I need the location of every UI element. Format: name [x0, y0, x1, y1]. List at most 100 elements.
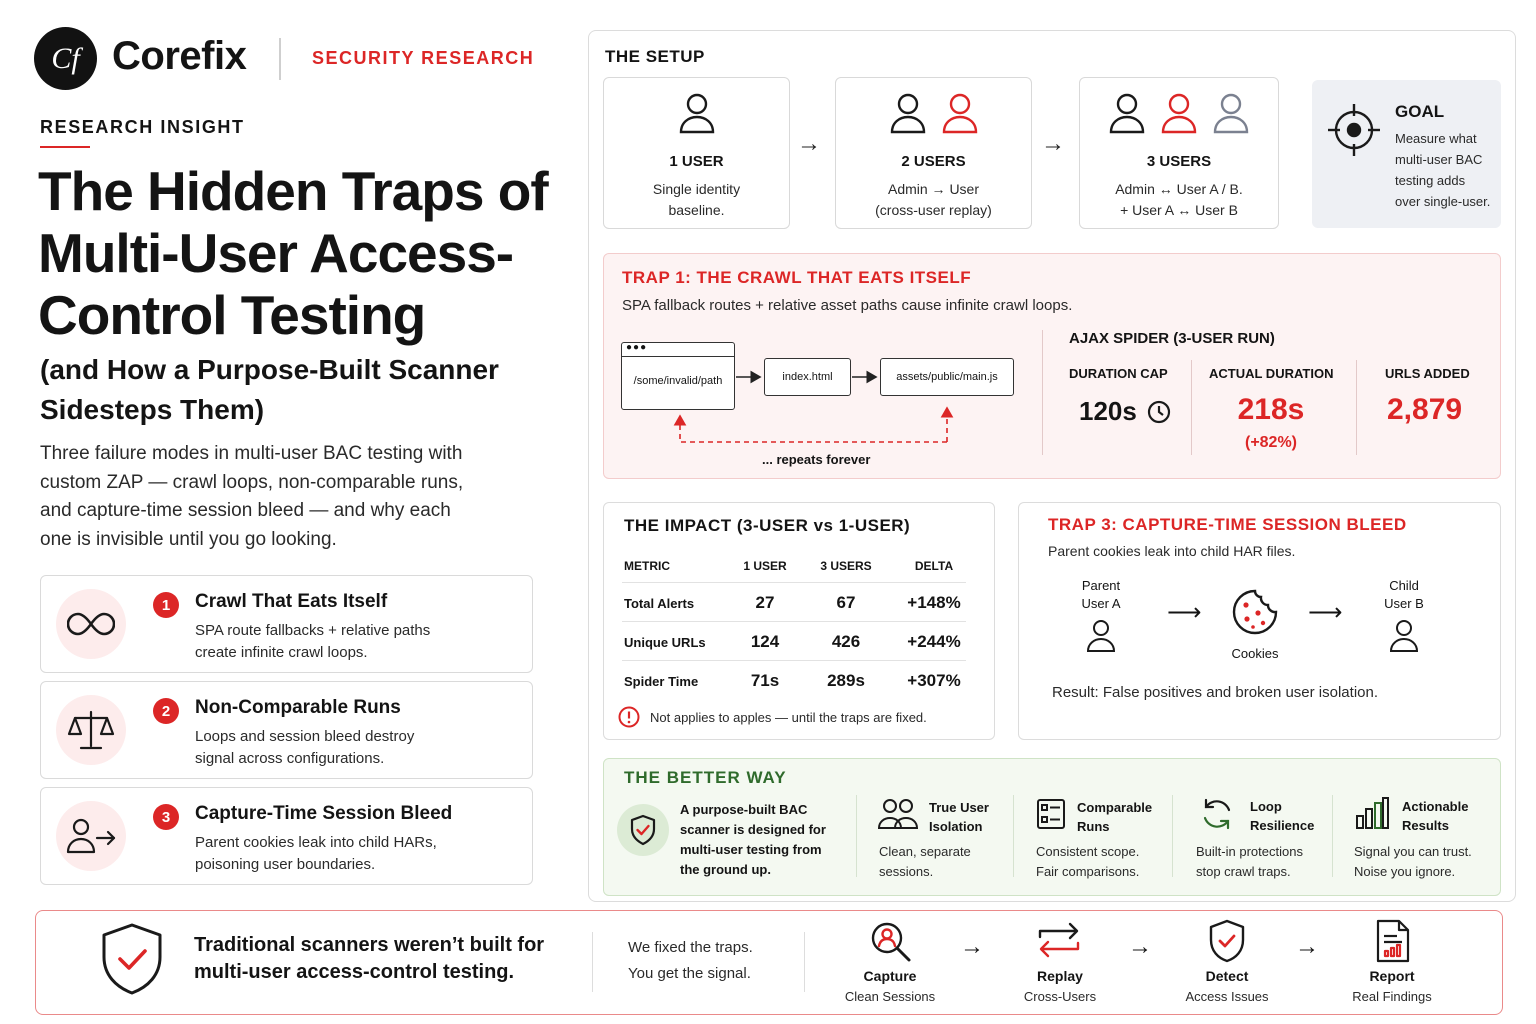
impact-note: Not applies to apples — until the traps … — [650, 710, 927, 725]
better-way-title: THE BETTER WAY — [624, 768, 787, 787]
desc-line: Signal you can trust. — [1354, 844, 1472, 859]
trap3-subtitle: Parent cookies leak into child HAR files… — [1048, 543, 1296, 559]
cookies-label: Cookies — [1231, 646, 1279, 661]
arrow-right-icon: → — [960, 933, 984, 960]
table-cell: 289s — [827, 671, 865, 690]
lead-line: scanner is designed for — [680, 822, 826, 837]
trap-card-2[interactable]: 2 Non-Comparable Runs Loops and session … — [40, 681, 533, 779]
better-way-lead: A purpose-built BAC scanner is designed … — [680, 800, 845, 880]
trap1-subtitle: SPA fallback routes + relative asset pat… — [622, 297, 1073, 314]
desc-line: Consistent scope. — [1036, 844, 1140, 859]
desc-line: sessions. — [879, 864, 934, 879]
stat-note: (+82%) — [1244, 434, 1298, 451]
lead-line: A purpose-built BAC — [680, 802, 808, 817]
feature-desc: Clean, separate sessions. — [879, 842, 971, 882]
user-icon — [942, 93, 977, 134]
title-line: Loop — [1250, 799, 1282, 814]
browser-window: ●●● /some/invalid/path — [621, 342, 735, 410]
trap-description: SPA route fallbacks + relative paths cre… — [195, 620, 515, 664]
feature-desc: Consistent scope. Fair comparisons. — [1036, 842, 1139, 882]
stat-label: ACTUAL DURATION — [1209, 366, 1334, 381]
lead-line: the ground up. — [680, 862, 771, 877]
lead-line: one is invisible until you go looking. — [40, 528, 337, 550]
desc-line: create infinite crawl loops. — [195, 644, 368, 661]
step-title: Capture — [863, 968, 917, 984]
desc-line: Noise you ignore. — [1354, 864, 1456, 879]
setup-card-2-users: 2 USERS Admin → User (cross-user replay) — [835, 77, 1032, 229]
stat-value: 2,879 — [1387, 393, 1463, 426]
label-line: Child — [1389, 578, 1419, 593]
trap3-title: TRAP 3: CAPTURE-TIME SESSION BLEED — [1048, 515, 1407, 534]
subtitle-line: Sidesteps Them) — [40, 394, 265, 425]
table-cell-metric: Unique URLs — [624, 635, 706, 650]
setup-card-desc: Admin → User (cross-user replay) — [836, 179, 1031, 221]
target-icon — [1328, 104, 1380, 156]
desc-line: multi-user BAC — [1395, 152, 1483, 167]
trap-card-3[interactable]: 3 Capture-Time Session Bleed Parent cook… — [40, 787, 533, 885]
banner-headline: Traditional scanners weren’t built for m… — [194, 932, 584, 986]
table-header: 3 USERS — [820, 559, 872, 573]
feature-title: Comparable Runs — [1077, 798, 1152, 836]
desc-line: Parent cookies leak into child HARs, — [195, 834, 437, 851]
title-line: Actionable — [1402, 799, 1469, 814]
stat-value: 120s — [1079, 396, 1137, 426]
desc-line: Admin ↔ User A / B. — [1115, 181, 1243, 197]
divider — [1332, 795, 1333, 877]
feature-title: True User Isolation — [929, 798, 989, 836]
brand-divider — [279, 38, 281, 80]
shield-check-icon — [617, 804, 669, 856]
title-line: Results — [1402, 818, 1449, 833]
title-line: The Hidden Traps of — [38, 160, 549, 222]
route-index: index.html — [764, 358, 851, 396]
repeats-label: ... repeats forever — [762, 452, 871, 467]
hero-kicker: RESEARCH INSIGHT — [40, 117, 245, 137]
desc-line: signal across configurations. — [195, 750, 385, 767]
arrow-right-icon: → — [1295, 933, 1319, 960]
trap-card-1[interactable]: 1 Crawl That Eats Itself SPA route fallb… — [40, 575, 533, 673]
user-icon — [890, 93, 925, 134]
title-line: True User — [929, 800, 989, 815]
headline-line: multi-user access-control testing. — [194, 961, 515, 983]
table-cell: 67 — [836, 593, 856, 612]
headline-line: Traditional scanners weren’t built for — [194, 934, 545, 956]
trap-description: Loops and session bleed destroy signal a… — [195, 726, 515, 770]
sub-line: You get the signal. — [628, 965, 751, 982]
desc-line: stop crawl traps. — [1196, 864, 1291, 879]
step-desc: Real Findings — [1352, 989, 1432, 1004]
title-line: Control Testing — [38, 284, 426, 346]
browser-dots-icon: ●●● — [622, 343, 734, 357]
trap-title: Non-Comparable Runs — [195, 697, 401, 718]
step-title: Replay — [1037, 968, 1083, 984]
table-cell: +244% — [907, 632, 961, 651]
brand-logo-mark: Cf — [34, 27, 97, 90]
divider — [1191, 360, 1192, 455]
step-desc: Clean Sessions — [844, 989, 936, 1004]
divider — [592, 932, 593, 992]
divider — [1172, 795, 1173, 877]
table-cell-metric: Total Alerts — [624, 596, 695, 611]
ajax-spider-title: AJAX SPIDER (3-USER RUN) — [1069, 330, 1275, 347]
trap1-title: TRAP 1: THE CRAWL THAT EATS ITSELF — [622, 268, 972, 287]
hero-lead: Three failure modes in multi-user BAC te… — [40, 440, 520, 554]
desc-line: Single identity — [652, 181, 741, 197]
user-icon — [1389, 620, 1419, 652]
report-icon — [1376, 919, 1410, 963]
table-cell: +148% — [907, 593, 961, 612]
lead-line: custom ZAP — crawl loops, non-comparable… — [40, 471, 464, 493]
child-user-label: Child User B — [1369, 577, 1439, 613]
bar-chart-icon — [1356, 797, 1389, 829]
table-header: METRIC — [624, 559, 670, 573]
divider — [804, 932, 805, 992]
kicker-underline — [40, 146, 90, 148]
trap-title: Crawl That Eats Itself — [195, 591, 388, 612]
crawl-loop-arrows — [673, 370, 954, 443]
arrow-right-icon: → — [1041, 130, 1065, 157]
title-line: Multi-User Access- — [38, 222, 514, 284]
stat-value: 218s — [1237, 393, 1305, 426]
user-icon — [1213, 93, 1249, 134]
title-line: Runs — [1077, 819, 1110, 834]
step-desc: Cross-Users — [1023, 989, 1097, 1004]
setup-card-3-users: 3 USERS Admin ↔ User A / B. + User A ↔ U… — [1079, 77, 1279, 229]
arrow-right-icon: → — [1128, 933, 1152, 960]
trap3-result: Result: False positives and broken user … — [1052, 684, 1379, 701]
